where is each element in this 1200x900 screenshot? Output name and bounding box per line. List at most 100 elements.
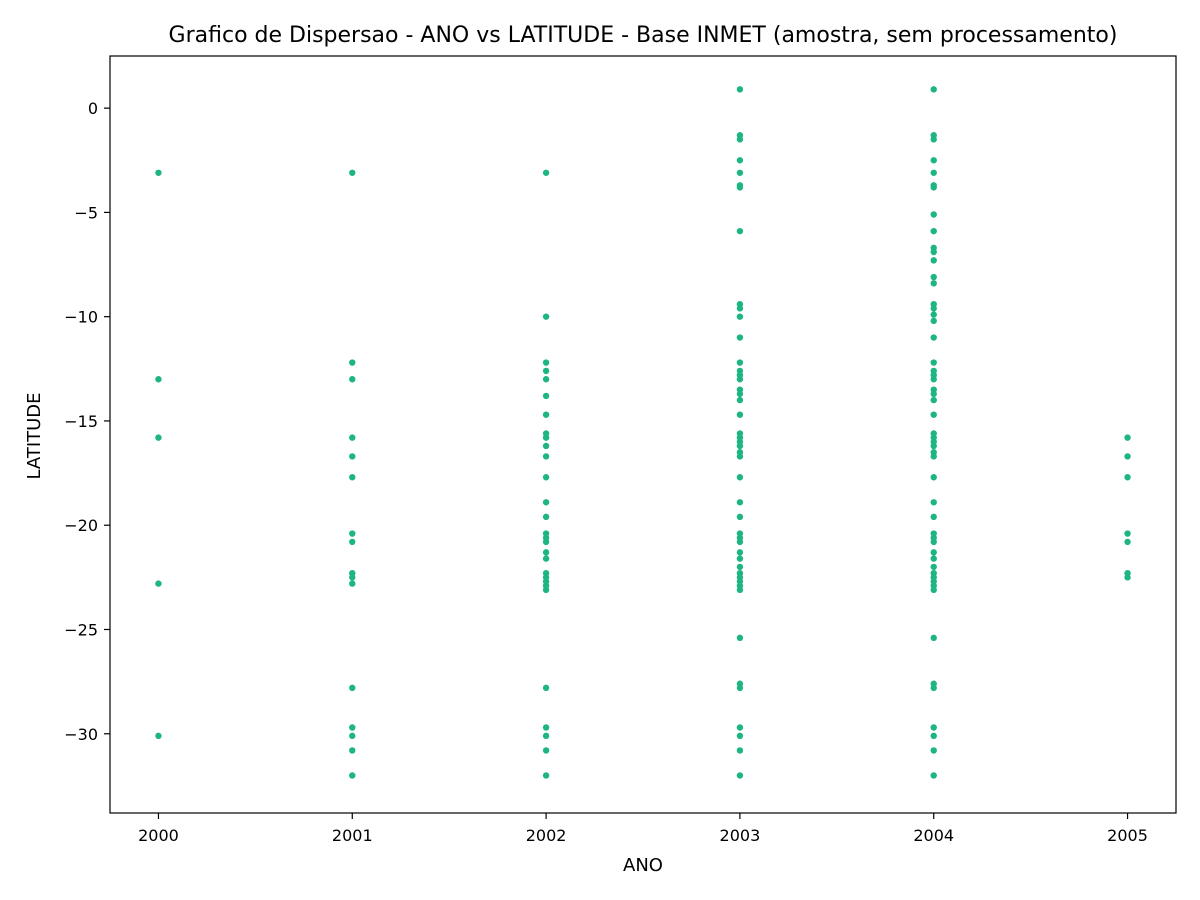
data-point-0-150 (930, 772, 937, 779)
y-tick-label-1: −5 (74, 203, 98, 222)
data-point-0-15 (349, 580, 356, 587)
data-point-0-77 (736, 499, 744, 506)
data-point-0-154 (1124, 530, 1131, 537)
data-point-0-135 (930, 538, 937, 546)
data-point-0-32 (542, 474, 550, 481)
data-point-0-147 (930, 724, 937, 731)
data-point-0-92 (736, 684, 744, 692)
data-point-0-132 (930, 513, 937, 521)
data-point-0-19 (349, 747, 356, 754)
x-tick-label-1: 2001 (332, 826, 373, 845)
data-point-0-37 (542, 538, 550, 546)
data-point-0-105 (930, 227, 937, 235)
data-point-0-108 (930, 257, 937, 264)
data-point-0-129 (930, 453, 937, 460)
data-point-0-69 (736, 411, 744, 418)
data-point-0-53 (736, 157, 744, 164)
y-tick-label-3: −15 (64, 412, 98, 431)
data-point-0-152 (1124, 453, 1131, 460)
data-point-0-113 (930, 311, 937, 318)
data-point-0-119 (930, 376, 937, 383)
data-point-0-115 (930, 334, 937, 341)
data-point-0-93 (736, 724, 744, 731)
data-point-0-114 (930, 317, 937, 325)
data-point-0-136 (930, 549, 937, 556)
data-point-0-4 (155, 732, 162, 740)
data-point-0-57 (736, 227, 744, 235)
data-point-0-81 (736, 538, 744, 546)
data-point-0-56 (736, 184, 744, 191)
data-point-0-27 (542, 411, 550, 418)
data-point-0-2 (155, 434, 162, 441)
data-point-0-107 (930, 248, 937, 256)
data-point-0-20 (349, 772, 356, 779)
data-point-0-153 (1124, 474, 1131, 481)
data-point-0-130 (930, 474, 937, 481)
data-point-0-89 (736, 586, 744, 594)
plot-frame (109, 55, 1177, 814)
data-point-0-60 (736, 313, 744, 320)
data-point-0-48 (542, 747, 550, 754)
data-point-0-54 (736, 169, 744, 176)
data-point-0-101 (930, 169, 937, 176)
data-point-0-25 (542, 376, 550, 383)
data-point-0-47 (542, 732, 550, 740)
data-point-0-146 (930, 684, 937, 692)
data-point-0-5 (349, 169, 356, 176)
y-tick-label-2: −10 (64, 308, 98, 327)
y-tick-label-5: −25 (64, 620, 98, 639)
data-point-0-75 (736, 453, 744, 460)
data-point-0-138 (930, 563, 937, 571)
data-point-0-14 (349, 574, 356, 581)
data-point-0-127 (930, 442, 937, 450)
data-point-0-104 (930, 211, 937, 218)
y-axis-ticks: 0 −5 −10 −15 −20 −25 −30 (64, 99, 110, 744)
data-point-0-44 (542, 586, 550, 594)
x-tick-label-0: 2000 (138, 826, 179, 845)
data-point-0-95 (736, 747, 744, 754)
data-point-0-59 (736, 305, 744, 312)
data-point-0-62 (736, 359, 744, 366)
x-tick-label-3: 2003 (720, 826, 761, 845)
data-point-0-84 (736, 563, 744, 571)
data-point-0-9 (349, 453, 356, 460)
data-point-0-123 (930, 411, 937, 418)
data-point-0-149 (930, 747, 937, 754)
data-point-0-29 (542, 434, 550, 441)
data-point-0-0 (155, 169, 162, 176)
x-axis-ticks: 2000 2001 2002 2003 2004 2005 (138, 813, 1148, 845)
data-point-0-83 (736, 555, 744, 562)
data-point-0-6 (349, 359, 356, 366)
x-tick-label-4: 2004 (913, 826, 954, 845)
data-point-0-137 (930, 555, 937, 562)
data-point-0-121 (930, 390, 937, 398)
data-point-0-116 (930, 359, 937, 366)
data-point-0-30 (542, 442, 550, 450)
data-points (155, 86, 1131, 779)
x-tick-label-5: 2005 (1107, 826, 1148, 845)
data-point-0-3 (155, 580, 162, 587)
x-tick-label-2: 2002 (526, 826, 567, 845)
data-point-0-76 (736, 474, 744, 481)
data-point-0-100 (930, 157, 937, 164)
data-point-0-31 (542, 453, 550, 460)
data-point-0-50 (736, 86, 744, 93)
data-point-0-94 (736, 732, 744, 740)
chart-title: Grafico de Dispersao - ANO vs LATITUDE -… (169, 23, 1118, 48)
data-point-0-12 (349, 538, 356, 546)
data-point-0-155 (1124, 538, 1131, 546)
data-point-0-99 (930, 136, 937, 143)
data-point-0-110 (930, 280, 937, 287)
data-point-0-65 (736, 376, 744, 383)
data-point-0-10 (349, 474, 356, 481)
y-tick-label-0: 0 (88, 99, 98, 118)
data-point-0-21 (542, 169, 550, 176)
y-axis-label: LATITUDE (24, 392, 45, 479)
data-point-0-52 (736, 136, 744, 143)
data-point-0-26 (542, 392, 550, 400)
data-point-0-45 (542, 684, 550, 692)
data-point-0-122 (930, 396, 937, 404)
data-point-0-18 (349, 732, 356, 740)
data-point-0-112 (930, 305, 937, 312)
